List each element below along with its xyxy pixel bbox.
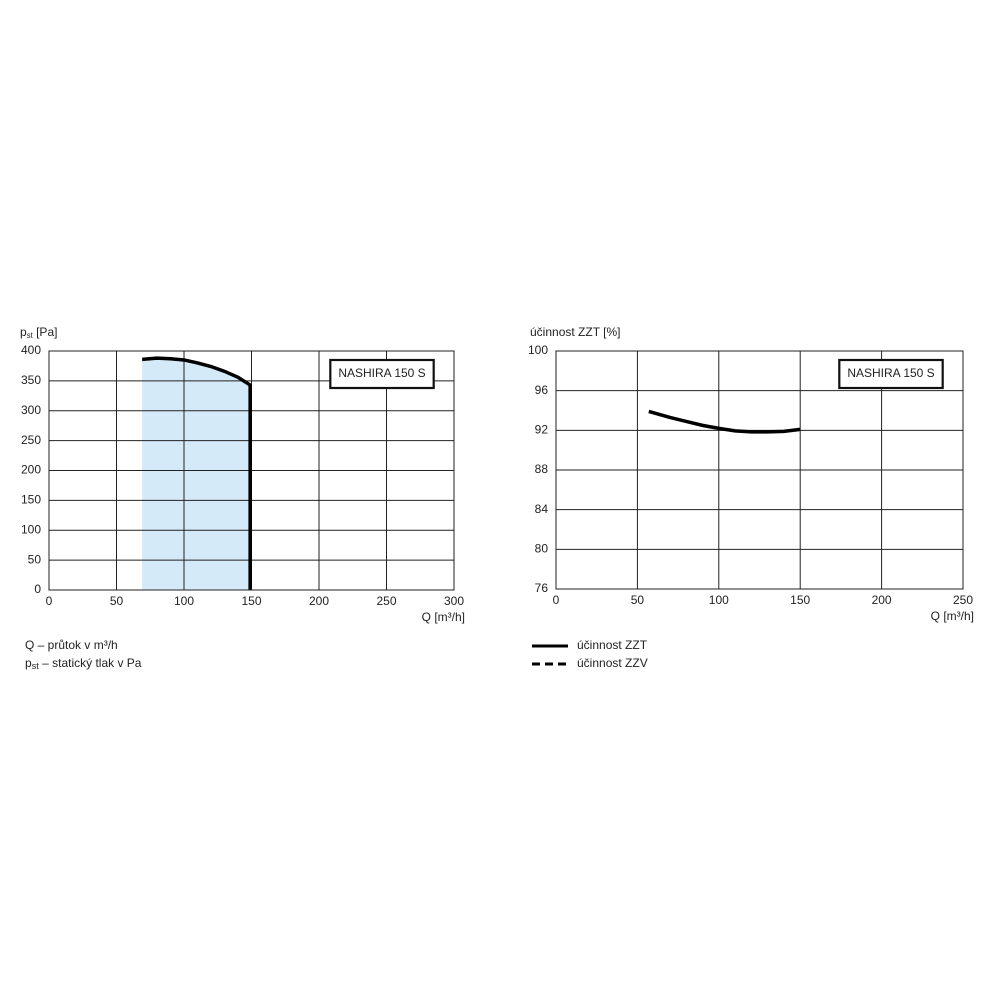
line [142, 356, 252, 590]
x-tick-label: 200 [872, 593, 892, 607]
y-tick-label: 80 [535, 542, 549, 556]
y-tick-label: 96 [535, 383, 549, 397]
note: Q – průtok v m³/h [25, 638, 118, 652]
y-tick-label: 350 [21, 373, 41, 387]
y-tick-label: 300 [21, 403, 41, 417]
area [142, 358, 251, 590]
x-tick-label: 50 [631, 593, 645, 607]
x-tick-label: 200 [309, 594, 329, 608]
text-part: [Pa] [33, 325, 58, 339]
x-tick-label: 100 [709, 593, 729, 607]
y-tick-label: 50 [28, 552, 42, 566]
annotation-box [838, 358, 944, 390]
x-tick-label: 0 [46, 594, 53, 608]
note: pst – statický tlak v Pa [25, 656, 142, 671]
y-tick-label: 200 [21, 463, 41, 477]
plot-border [48, 350, 455, 591]
legend-label: účinnost ZZT [577, 638, 648, 652]
x-axis-label: Q [m³/h] [422, 610, 465, 624]
x-axis-label: Q [m³/h] [931, 609, 974, 623]
x-tick-label: 50 [110, 594, 124, 608]
annotation-box [329, 358, 435, 390]
annotation: NASHIRA 150 S [847, 366, 934, 380]
y-axis-label: účinnost ZZT [%] [530, 325, 620, 339]
x-tick-label: 100 [174, 594, 194, 608]
annotation: NASHIRA 150 S [338, 366, 425, 380]
y-tick-label: 88 [535, 462, 549, 476]
legend-label: účinnost ZZV [577, 656, 648, 670]
y-axis-label: pst [Pa] [20, 325, 57, 340]
y-tick-label: 100 [528, 343, 548, 357]
text-part: účinnost ZZT [%] [530, 325, 620, 339]
x-tick-label: 150 [241, 594, 261, 608]
subscript: st [32, 661, 40, 671]
text-part: – statický tlak v Pa [39, 656, 142, 670]
x-tick-label: 250 [376, 594, 396, 608]
line [648, 409, 801, 434]
y-tick-label: 250 [21, 433, 41, 447]
x-tick-label: 150 [790, 593, 810, 607]
y-tick-label: 84 [535, 502, 549, 516]
y-tick-label: 100 [21, 522, 41, 536]
y-tick-label: 400 [21, 343, 41, 357]
x-tick-label: 250 [953, 593, 973, 607]
y-tick-label: 92 [535, 423, 549, 437]
text-part: p [20, 325, 27, 339]
text-part: Q – průtok v m³/h [25, 638, 118, 652]
y-tick-label: 76 [535, 581, 549, 595]
y-tick-label: 0 [34, 582, 41, 596]
subscript: st [27, 331, 34, 340]
plot-border [555, 350, 964, 590]
text-part: p [25, 656, 32, 670]
y-tick-label: 150 [21, 493, 41, 507]
x-tick-label: 300 [444, 594, 464, 608]
x-tick-label: 0 [553, 593, 560, 607]
